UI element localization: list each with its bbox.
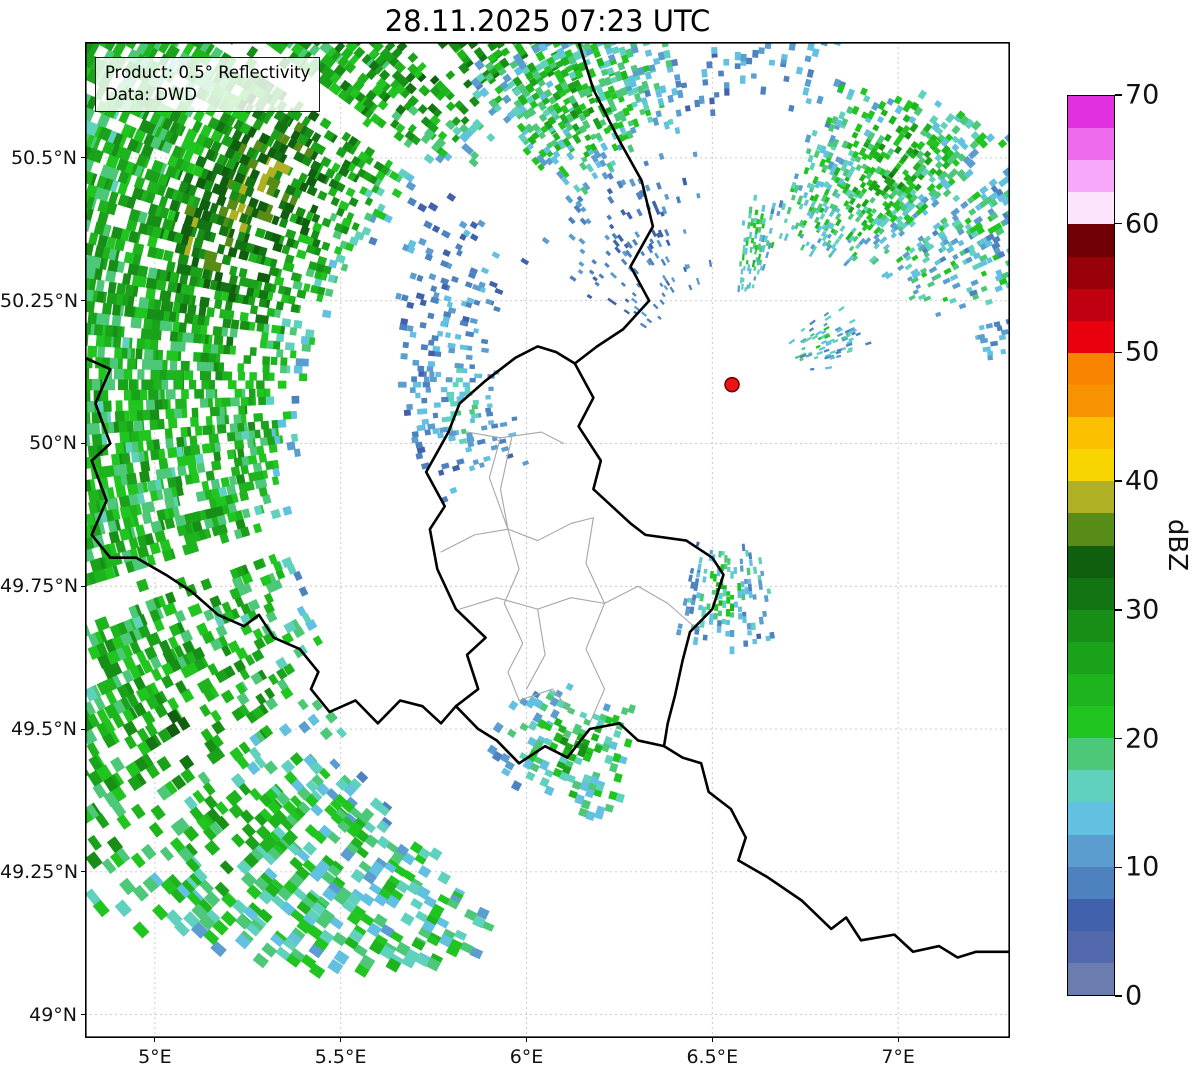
colorbar-tickmark xyxy=(1115,94,1122,96)
colorbar-tickmark xyxy=(1115,737,1122,740)
annotation-data-line: Data: DWD xyxy=(105,84,197,104)
colorbar-segment xyxy=(1068,802,1114,835)
colorbar-tick-label: 70 xyxy=(1125,79,1160,111)
lat-tickmark xyxy=(81,157,85,159)
lat-tick-label: 50.5°N xyxy=(10,146,77,169)
colorbar-segment xyxy=(1068,898,1114,931)
lon-tickmark xyxy=(154,1038,156,1042)
colorbar-tickmark xyxy=(1115,480,1122,482)
colorbar-segment xyxy=(1068,160,1114,193)
colorbar-segment xyxy=(1068,384,1114,418)
lon-tickmark xyxy=(340,1038,342,1042)
colorbar-tick-label: 60 xyxy=(1125,208,1160,240)
lat-tick-label: 49.75°N xyxy=(0,575,79,598)
colorbar-tick-label: 30 xyxy=(1125,594,1160,626)
colorbar-segment xyxy=(1068,256,1114,289)
annotation-product-line: Product: 0.5° Reflectivity xyxy=(105,63,311,82)
lon-tickmark xyxy=(897,1038,899,1042)
product-annotation: Product: 0.5° Reflectivity Data: DWD xyxy=(95,57,321,112)
colorbar-segment xyxy=(1068,770,1114,803)
lat-tickmark xyxy=(81,442,85,444)
lon-tick-label: 5°E xyxy=(138,1046,172,1068)
colorbar-segment xyxy=(1068,641,1114,674)
lat-tickmark xyxy=(81,728,85,730)
colorbar-segment xyxy=(1068,192,1114,225)
colorbar-segment xyxy=(1068,930,1114,963)
colorbar-tickmark xyxy=(1115,866,1122,868)
colorbar-segment xyxy=(1068,320,1114,353)
plot-title: 28.11.2025 07:23 UTC xyxy=(384,4,711,38)
colorbar-tickmark xyxy=(1115,609,1122,611)
colorbar-tick-label: 10 xyxy=(1125,851,1160,883)
colorbar-segment xyxy=(1068,128,1114,161)
colorbar-segment xyxy=(1068,866,1114,899)
colorbar-tickmark xyxy=(1115,223,1122,225)
lat-tick-label: 49.25°N xyxy=(0,860,79,883)
lon-tickmark xyxy=(526,1038,527,1042)
colorbar-tick-label: 0 xyxy=(1125,980,1143,1012)
colorbar xyxy=(1067,95,1115,996)
colorbar-segment xyxy=(1068,352,1114,385)
lon-tickmark xyxy=(711,1038,713,1042)
lat-tick-label: 50.25°N xyxy=(0,289,79,312)
colorbar-segment xyxy=(1068,706,1114,739)
colorbar-segment xyxy=(1068,834,1114,867)
colorbar-segment xyxy=(1068,224,1114,257)
colorbar-segment xyxy=(1068,513,1114,546)
colorbar-segment xyxy=(1068,288,1114,321)
colorbar-segment xyxy=(1068,481,1114,514)
lat-tickmark xyxy=(81,300,85,302)
lat-tickmark xyxy=(81,1014,85,1016)
colorbar-segment xyxy=(1068,96,1114,129)
colorbar-segment xyxy=(1068,545,1114,578)
lat-tickmark xyxy=(81,585,85,587)
lon-tick-label: 6.5°E xyxy=(686,1046,739,1068)
lat-tick-label: 49°N xyxy=(29,1003,77,1026)
radar-map-canvas xyxy=(85,42,1010,1038)
lat-tick-label: 50°N xyxy=(29,432,77,455)
colorbar-segment xyxy=(1068,417,1114,450)
colorbar-unit-label: dBZ xyxy=(1162,518,1192,572)
colorbar-tick-label: 40 xyxy=(1125,465,1160,497)
colorbar-segment xyxy=(1068,449,1114,482)
lon-tick-label: 7°E xyxy=(881,1046,915,1068)
colorbar-segment xyxy=(1068,962,1114,996)
lat-tickmark xyxy=(81,871,85,873)
colorbar-tick-label: 50 xyxy=(1125,336,1160,368)
colorbar-segment xyxy=(1068,609,1114,642)
colorbar-segment xyxy=(1068,738,1114,771)
lon-tick-label: 5.5°E xyxy=(314,1046,367,1068)
lat-tick-label: 49.5°N xyxy=(10,718,77,741)
lon-tick-label: 6°E xyxy=(509,1046,544,1068)
colorbar-segment xyxy=(1068,577,1114,610)
colorbar-tickmark xyxy=(1115,995,1122,997)
colorbar-segment xyxy=(1068,673,1114,707)
colorbar-tickmark xyxy=(1115,351,1122,354)
colorbar-tick-label: 20 xyxy=(1125,723,1160,755)
